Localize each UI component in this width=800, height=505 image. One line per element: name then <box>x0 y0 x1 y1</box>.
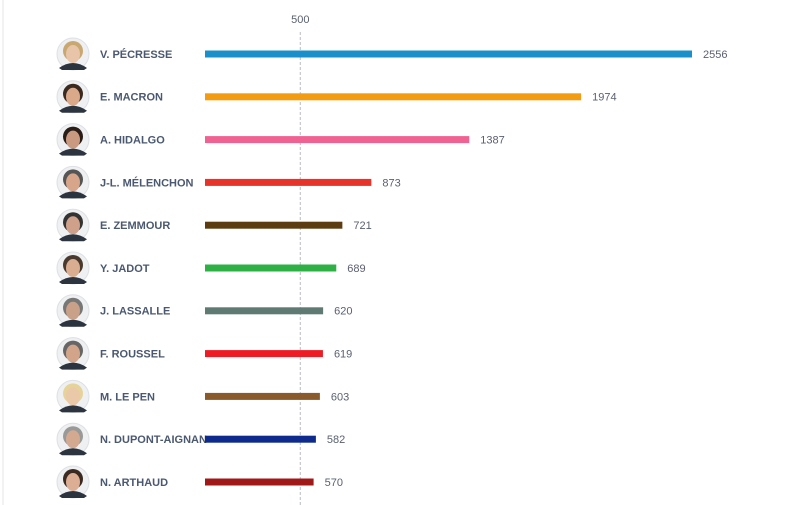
avatar-face <box>66 387 80 406</box>
avatar-face <box>66 173 80 192</box>
avatar-face <box>66 301 80 320</box>
avatar-face <box>66 87 80 106</box>
avatar-body <box>59 63 87 70</box>
avatar-body <box>59 491 87 498</box>
value-label: 570 <box>325 477 343 489</box>
bar <box>205 93 582 101</box>
avatar-body <box>59 277 87 284</box>
value-label: 620 <box>334 306 352 318</box>
value-label: 721 <box>353 220 371 232</box>
avatar-body <box>59 405 87 413</box>
avatar-body <box>59 148 87 156</box>
bar <box>205 435 316 443</box>
category-label: J. LASSALLE <box>100 306 170 318</box>
bar <box>205 350 323 358</box>
category-label: E. MACRON <box>100 92 163 104</box>
avatar-face <box>66 473 80 491</box>
value-label: 689 <box>347 263 365 275</box>
value-label: 619 <box>334 349 352 361</box>
avatar-face <box>66 430 80 449</box>
value-label: 873 <box>382 177 400 189</box>
bar <box>205 178 372 186</box>
avatar-face <box>66 216 80 235</box>
avatar-body <box>59 319 87 327</box>
bar <box>205 221 343 229</box>
value-label: 2556 <box>703 49 727 61</box>
category-label: F. ROUSSEL <box>100 349 165 361</box>
bar <box>205 264 337 272</box>
x-tick-label: 500 <box>291 14 309 26</box>
avatar-face <box>66 344 80 363</box>
avatar-body <box>59 191 87 199</box>
bar <box>205 307 324 315</box>
bar <box>205 478 314 486</box>
avatar-body <box>59 105 87 113</box>
bar <box>205 392 320 400</box>
value-label: 1974 <box>592 92 616 104</box>
avatar-face <box>66 259 80 277</box>
category-label: N. ARTHAUD <box>100 477 168 489</box>
value-label: 603 <box>331 391 349 403</box>
category-label: E. ZEMMOUR <box>100 220 170 232</box>
avatar-body <box>59 362 87 370</box>
category-label: M. LE PEN <box>100 391 155 403</box>
category-label: A. HIDALGO <box>100 135 165 147</box>
value-label: 1387 <box>480 135 504 147</box>
avatar-body <box>59 234 87 242</box>
category-label: J-L. MÉLENCHON <box>100 176 194 189</box>
category-label: Y. JADOT <box>100 263 150 275</box>
bar <box>205 50 692 58</box>
avatar-face <box>66 130 80 149</box>
avatar-body <box>59 448 87 456</box>
value-label: 582 <box>327 434 345 446</box>
avatar-face <box>66 45 80 63</box>
category-label: N. DUPONT-AIGNAN <box>100 434 207 446</box>
bar <box>205 136 470 144</box>
category-label: V. PÉCRESSE <box>100 48 172 61</box>
